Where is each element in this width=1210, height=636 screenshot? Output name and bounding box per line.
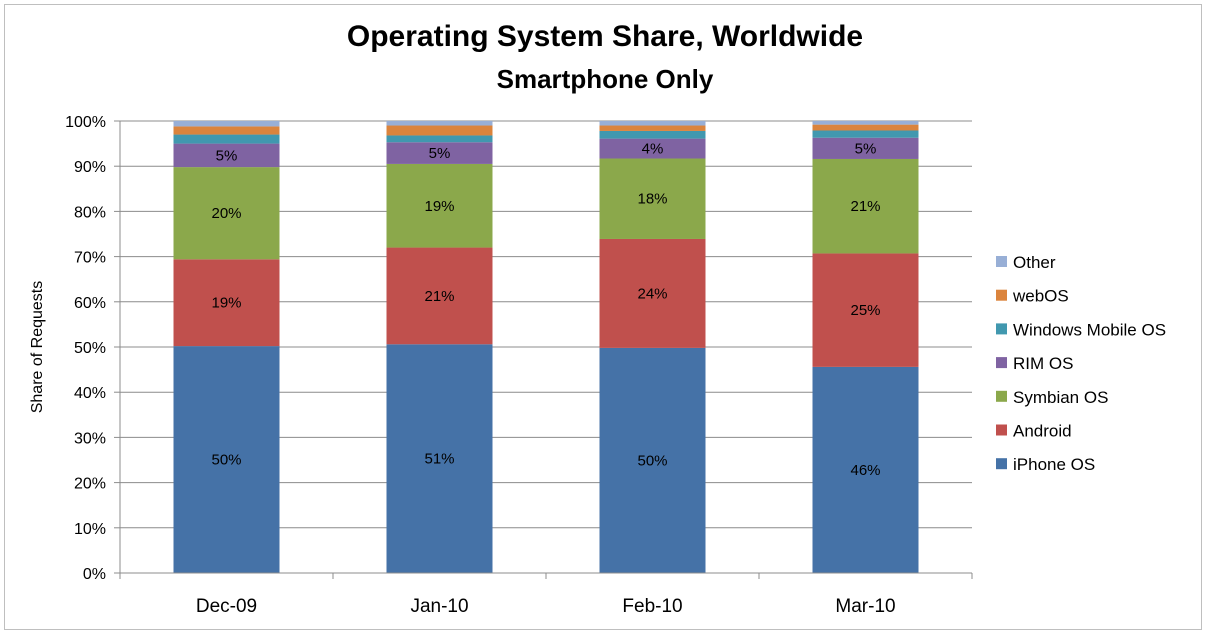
- data-label: 51%: [424, 451, 454, 468]
- bar-segment: [386, 125, 493, 136]
- legend: Other webOS Windows Mobile OS RIM OS Symbian…: [996, 253, 1166, 474]
- y-tick-label: 80%: [74, 204, 106, 221]
- legend-entry: webOS: [1012, 287, 1069, 306]
- legend-swatch: [996, 289, 1007, 301]
- legend-entry: Symbian OS: [1013, 388, 1108, 407]
- data-label: 18%: [637, 191, 667, 208]
- bar-segment: [173, 121, 280, 127]
- data-label: 5%: [429, 145, 451, 162]
- bar-segment: [386, 344, 493, 573]
- bars: 50% 19% 20% 5% 51% 21% 19% 5% 50% 24% 18% 4% 46% 25% 2…: [173, 121, 919, 573]
- chart-subtitle: Smartphone Only: [496, 64, 714, 94]
- y-tick-label: 0%: [83, 566, 106, 583]
- bar-segment: [599, 121, 706, 126]
- data-label: 25%: [850, 302, 880, 319]
- data-label: 50%: [211, 452, 241, 469]
- legend-entry: Other: [1013, 253, 1056, 272]
- y-tick-label: 60%: [74, 295, 106, 312]
- legend-swatch: [996, 357, 1007, 369]
- x-tick-label: Dec-09: [196, 596, 257, 617]
- bar-segment: [386, 163, 493, 248]
- legend-swatch: [996, 323, 1007, 335]
- bar-segment: [599, 158, 706, 239]
- x-axis-categories: Dec-09 Jan-10 Feb-10 Mar-10: [196, 596, 896, 617]
- bar-segment: [386, 142, 493, 164]
- bar-segment: [173, 143, 280, 168]
- data-label: 46%: [850, 462, 880, 479]
- data-label: 50%: [637, 452, 667, 469]
- data-label: 5%: [216, 147, 238, 164]
- bar-segment: [386, 135, 493, 143]
- bar-segment: [386, 121, 493, 126]
- x-tick-label: Feb-10: [622, 596, 682, 617]
- y-tick-label: 30%: [74, 430, 106, 447]
- y-tick-label: 50%: [74, 340, 106, 357]
- bar-segment: [812, 137, 919, 159]
- x-tick-label: Mar-10: [835, 596, 895, 617]
- bar-segment: [812, 253, 919, 367]
- y-axis-ticks: 0% 10% 20% 30% 40% 50% 60% 70% 80% 90% 100%: [65, 114, 120, 583]
- bar-segment: [812, 158, 919, 254]
- y-tick-label: 40%: [74, 385, 106, 402]
- bar-segment: [173, 167, 280, 260]
- data-label: 24%: [637, 285, 667, 302]
- bar-segment: [173, 126, 280, 135]
- data-label: 19%: [424, 198, 454, 215]
- data-label: 20%: [211, 205, 241, 222]
- data-label: 4%: [642, 141, 664, 158]
- y-tick-label: 100%: [65, 114, 106, 131]
- y-tick-label: 90%: [74, 159, 106, 176]
- legend-entry: Android: [1013, 422, 1072, 441]
- bar-segment: [173, 134, 280, 144]
- data-label: 5%: [855, 140, 877, 157]
- y-axis-label: Share of Requests: [29, 281, 46, 414]
- y-tick-label: 20%: [74, 476, 106, 493]
- bar-segment: [812, 366, 919, 573]
- x-tick-label: Jan-10: [410, 596, 468, 617]
- chart-title: Operating System Share, Worldwide: [346, 20, 864, 53]
- legend-entry: iPhone OS: [1013, 455, 1095, 474]
- bar-segment: [173, 259, 280, 347]
- legend-entry: RIM OS: [1013, 354, 1073, 373]
- data-label: 21%: [424, 288, 454, 305]
- y-tick-label: 10%: [74, 521, 106, 538]
- legend-swatch: [996, 424, 1007, 436]
- data-label: 21%: [850, 198, 880, 215]
- legend-swatch: [996, 458, 1007, 470]
- bar-segment: [599, 130, 706, 139]
- legend-entry: Windows Mobile OS: [1013, 320, 1166, 339]
- y-tick-label: 70%: [74, 250, 106, 267]
- data-label: 19%: [211, 295, 241, 312]
- legend-swatch: [996, 390, 1007, 402]
- bar-segment: [386, 247, 493, 345]
- axes: [119, 121, 973, 579]
- bar-segment: [173, 346, 280, 573]
- bar-segment: [599, 138, 706, 159]
- bar-segment: [812, 121, 919, 125]
- bar-segment: [599, 238, 706, 348]
- bar-segment: [599, 347, 706, 573]
- bar-segment: [599, 125, 706, 131]
- bar-segment: [812, 130, 919, 138]
- legend-swatch: [996, 256, 1007, 267]
- bar-segment: [812, 124, 919, 131]
